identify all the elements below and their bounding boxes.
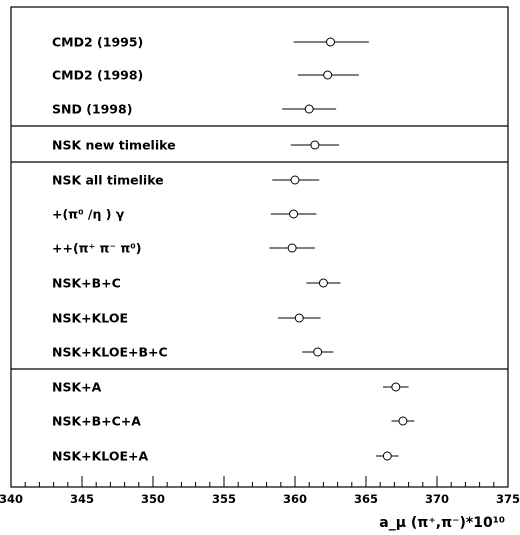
- data-row: NSK+A: [52, 380, 409, 395]
- row-label: NSK+KLOE+B+C: [52, 345, 168, 360]
- data-row: NSK+B+C: [52, 276, 341, 291]
- data-point: [318, 278, 328, 288]
- data-row: SND (1998): [52, 102, 337, 117]
- data-point: [304, 104, 314, 114]
- plot-frame: [10, 6, 509, 488]
- row-label: NSK+KLOE: [52, 311, 128, 326]
- data-row: ++(π⁺ π⁻ π⁰): [52, 241, 315, 256]
- x-tick-label: 375: [496, 492, 520, 506]
- x-tick-label: 350: [141, 492, 165, 506]
- data-point: [326, 37, 335, 47]
- data-row: NSK+B+C+A: [52, 414, 415, 429]
- data-point: [289, 209, 299, 219]
- data-row: NSK+KLOE: [52, 311, 321, 326]
- x-axis-tick-labels: 340 345 350 355 360 365 370 375: [0, 492, 520, 506]
- row-label: CMD2 (1998): [52, 68, 143, 83]
- x-tick-label: 340: [0, 492, 23, 506]
- row-label: NSK+B+C: [52, 276, 121, 291]
- x-axis-title: a_μ (π⁺,π⁻)*10¹⁰: [379, 515, 505, 531]
- row-label: +(π⁰ /η ) γ: [52, 207, 125, 222]
- data-point: [313, 347, 323, 357]
- row-label: CMD2 (1995): [52, 35, 143, 50]
- row-label: NSK+KLOE+A: [52, 449, 148, 464]
- data-point: [398, 416, 408, 426]
- data-row: CMD2 (1995): [52, 35, 369, 50]
- data-row: CMD2 (1998): [52, 68, 359, 83]
- data-row: NSK all timelike: [52, 173, 320, 188]
- row-label: NSK new timelike: [52, 138, 176, 153]
- data-point: [382, 451, 392, 461]
- x-tick-label: 355: [212, 492, 236, 506]
- data-point: [290, 175, 300, 185]
- row-label: NSK+B+C+A: [52, 414, 141, 429]
- row-label: ++(π⁺ π⁻ π⁰): [52, 241, 141, 256]
- data-point: [294, 313, 304, 323]
- data-point: [287, 243, 297, 253]
- data-row: NSK+KLOE+B+C: [52, 345, 334, 360]
- data-point: [323, 70, 333, 80]
- x-tick-label: 370: [425, 492, 449, 506]
- row-label: NSK all timelike: [52, 173, 164, 188]
- x-tick-label: 345: [70, 492, 94, 506]
- data-point: [310, 140, 320, 150]
- data-row: NSK new timelike: [52, 138, 340, 153]
- x-tick-label: 360: [283, 492, 307, 506]
- data-point: [391, 382, 401, 392]
- row-label: SND (1998): [52, 102, 132, 117]
- data-rows: CMD2 (1995) CMD2 (1998) SND (1998) NSK new …: [52, 35, 415, 464]
- data-row: +(π⁰ /η ) γ: [52, 207, 317, 222]
- x-axis-ticks: [10, 476, 509, 487]
- row-label: NSK+A: [52, 380, 102, 395]
- x-tick-label: 365: [354, 492, 378, 506]
- data-row: NSK+KLOE+A: [52, 449, 399, 464]
- group-separators: [11, 125, 508, 370]
